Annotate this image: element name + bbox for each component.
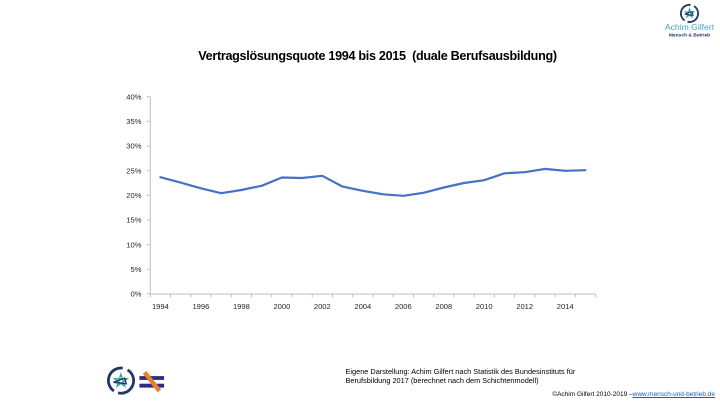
svg-text:2014: 2014 bbox=[557, 302, 574, 311]
svg-text:2000: 2000 bbox=[273, 302, 290, 311]
svg-text:1994: 1994 bbox=[152, 302, 169, 311]
svg-text:20%: 20% bbox=[126, 191, 141, 200]
svg-text:30%: 30% bbox=[126, 142, 141, 151]
svg-text:1998: 1998 bbox=[233, 302, 250, 311]
svg-text:0%: 0% bbox=[131, 290, 142, 299]
svg-text:40%: 40% bbox=[126, 93, 141, 102]
svg-text:2006: 2006 bbox=[395, 302, 412, 311]
svg-text:25%: 25% bbox=[126, 166, 141, 175]
svg-text:2010: 2010 bbox=[476, 302, 493, 311]
svg-text:2008: 2008 bbox=[435, 302, 452, 311]
svg-text:2002: 2002 bbox=[314, 302, 331, 311]
svg-text:Mensch & Betrieb: Mensch & Betrieb bbox=[669, 32, 710, 38]
svg-text:5%: 5% bbox=[131, 265, 142, 274]
svg-text:10%: 10% bbox=[126, 240, 141, 249]
svg-text:15%: 15% bbox=[126, 216, 141, 225]
svg-text:Achim Gilfert: Achim Gilfert bbox=[665, 22, 715, 32]
svg-text:35%: 35% bbox=[126, 117, 141, 126]
svg-text:2004: 2004 bbox=[354, 302, 371, 311]
svg-text:2012: 2012 bbox=[516, 302, 533, 311]
svg-text:1996: 1996 bbox=[192, 302, 209, 311]
